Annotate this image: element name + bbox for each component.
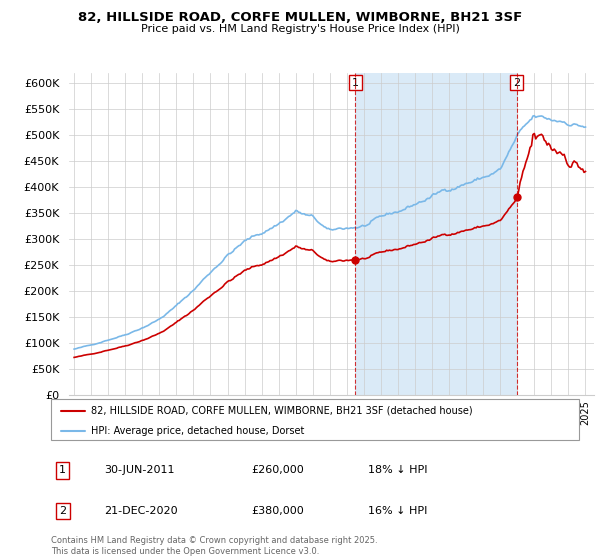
Text: 82, HILLSIDE ROAD, CORFE MULLEN, WIMBORNE, BH21 3SF: 82, HILLSIDE ROAD, CORFE MULLEN, WIMBORN… <box>78 11 522 24</box>
Text: 1: 1 <box>59 465 66 475</box>
Text: Price paid vs. HM Land Registry's House Price Index (HPI): Price paid vs. HM Land Registry's House … <box>140 24 460 34</box>
Text: 18% ↓ HPI: 18% ↓ HPI <box>368 465 427 475</box>
Text: 82, HILLSIDE ROAD, CORFE MULLEN, WIMBORNE, BH21 3SF (detached house): 82, HILLSIDE ROAD, CORFE MULLEN, WIMBORN… <box>91 405 472 416</box>
Text: 16% ↓ HPI: 16% ↓ HPI <box>368 506 427 516</box>
FancyBboxPatch shape <box>51 399 579 440</box>
Text: £260,000: £260,000 <box>251 465 304 475</box>
Text: 2: 2 <box>513 78 520 87</box>
Text: Contains HM Land Registry data © Crown copyright and database right 2025.
This d: Contains HM Land Registry data © Crown c… <box>51 536 377 556</box>
Text: 30-JUN-2011: 30-JUN-2011 <box>104 465 175 475</box>
Text: 1: 1 <box>352 78 359 87</box>
Bar <box>355 73 517 395</box>
Text: £380,000: £380,000 <box>251 506 304 516</box>
Text: 21-DEC-2020: 21-DEC-2020 <box>104 506 178 516</box>
Text: 2: 2 <box>59 506 66 516</box>
Text: HPI: Average price, detached house, Dorset: HPI: Average price, detached house, Dors… <box>91 426 304 436</box>
